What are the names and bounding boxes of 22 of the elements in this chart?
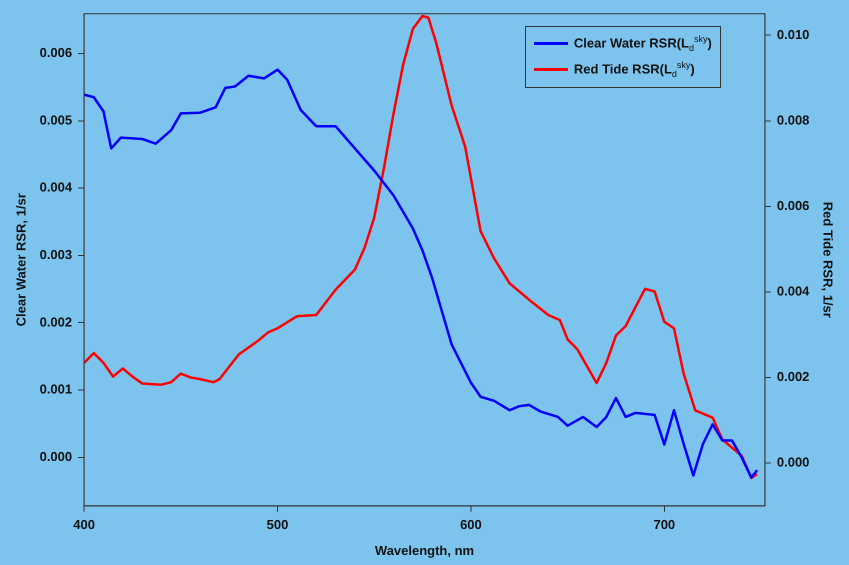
y-tick-label: 0.005 (40, 112, 72, 128)
y2-tick-label: 0.002 (776, 369, 810, 384)
y-tick-label: 0.002 (40, 314, 72, 330)
y2-tick-label: 0.010 (776, 26, 810, 42)
y2-axis-title: Red Tide RSR, 1/sr (820, 202, 836, 318)
x-tick-label: 400 (73, 517, 95, 532)
x-tick-label: 500 (266, 517, 288, 532)
y-tick-label: 0.003 (40, 247, 72, 262)
y-axis-title: Clear Water RSR, 1/sr (13, 193, 28, 326)
y-tick-label: 0.000 (40, 448, 72, 464)
y2-tick-label: 0.004 (776, 283, 810, 298)
x-axis-title: Wavelength, nm (374, 542, 474, 558)
y-tick-label: 0.004 (40, 180, 73, 195)
y2-tick-label: 0.008 (776, 112, 810, 128)
y2-tick-label: 0.000 (776, 454, 810, 470)
legend-label: Clear Water RSR(L$_{d}$$^{sky}$) (574, 34, 712, 54)
x-tick-label: 600 (460, 517, 482, 532)
x-tick-label: 700 (653, 517, 676, 532)
legend-label: Red Tide RSR(L$_{d}$$^{sky}$) (574, 60, 695, 80)
y-tick-label: 0.001 (40, 382, 72, 397)
y-tick-label: 0.006 (40, 45, 72, 60)
y2-tick-label: 0.006 (776, 198, 810, 213)
